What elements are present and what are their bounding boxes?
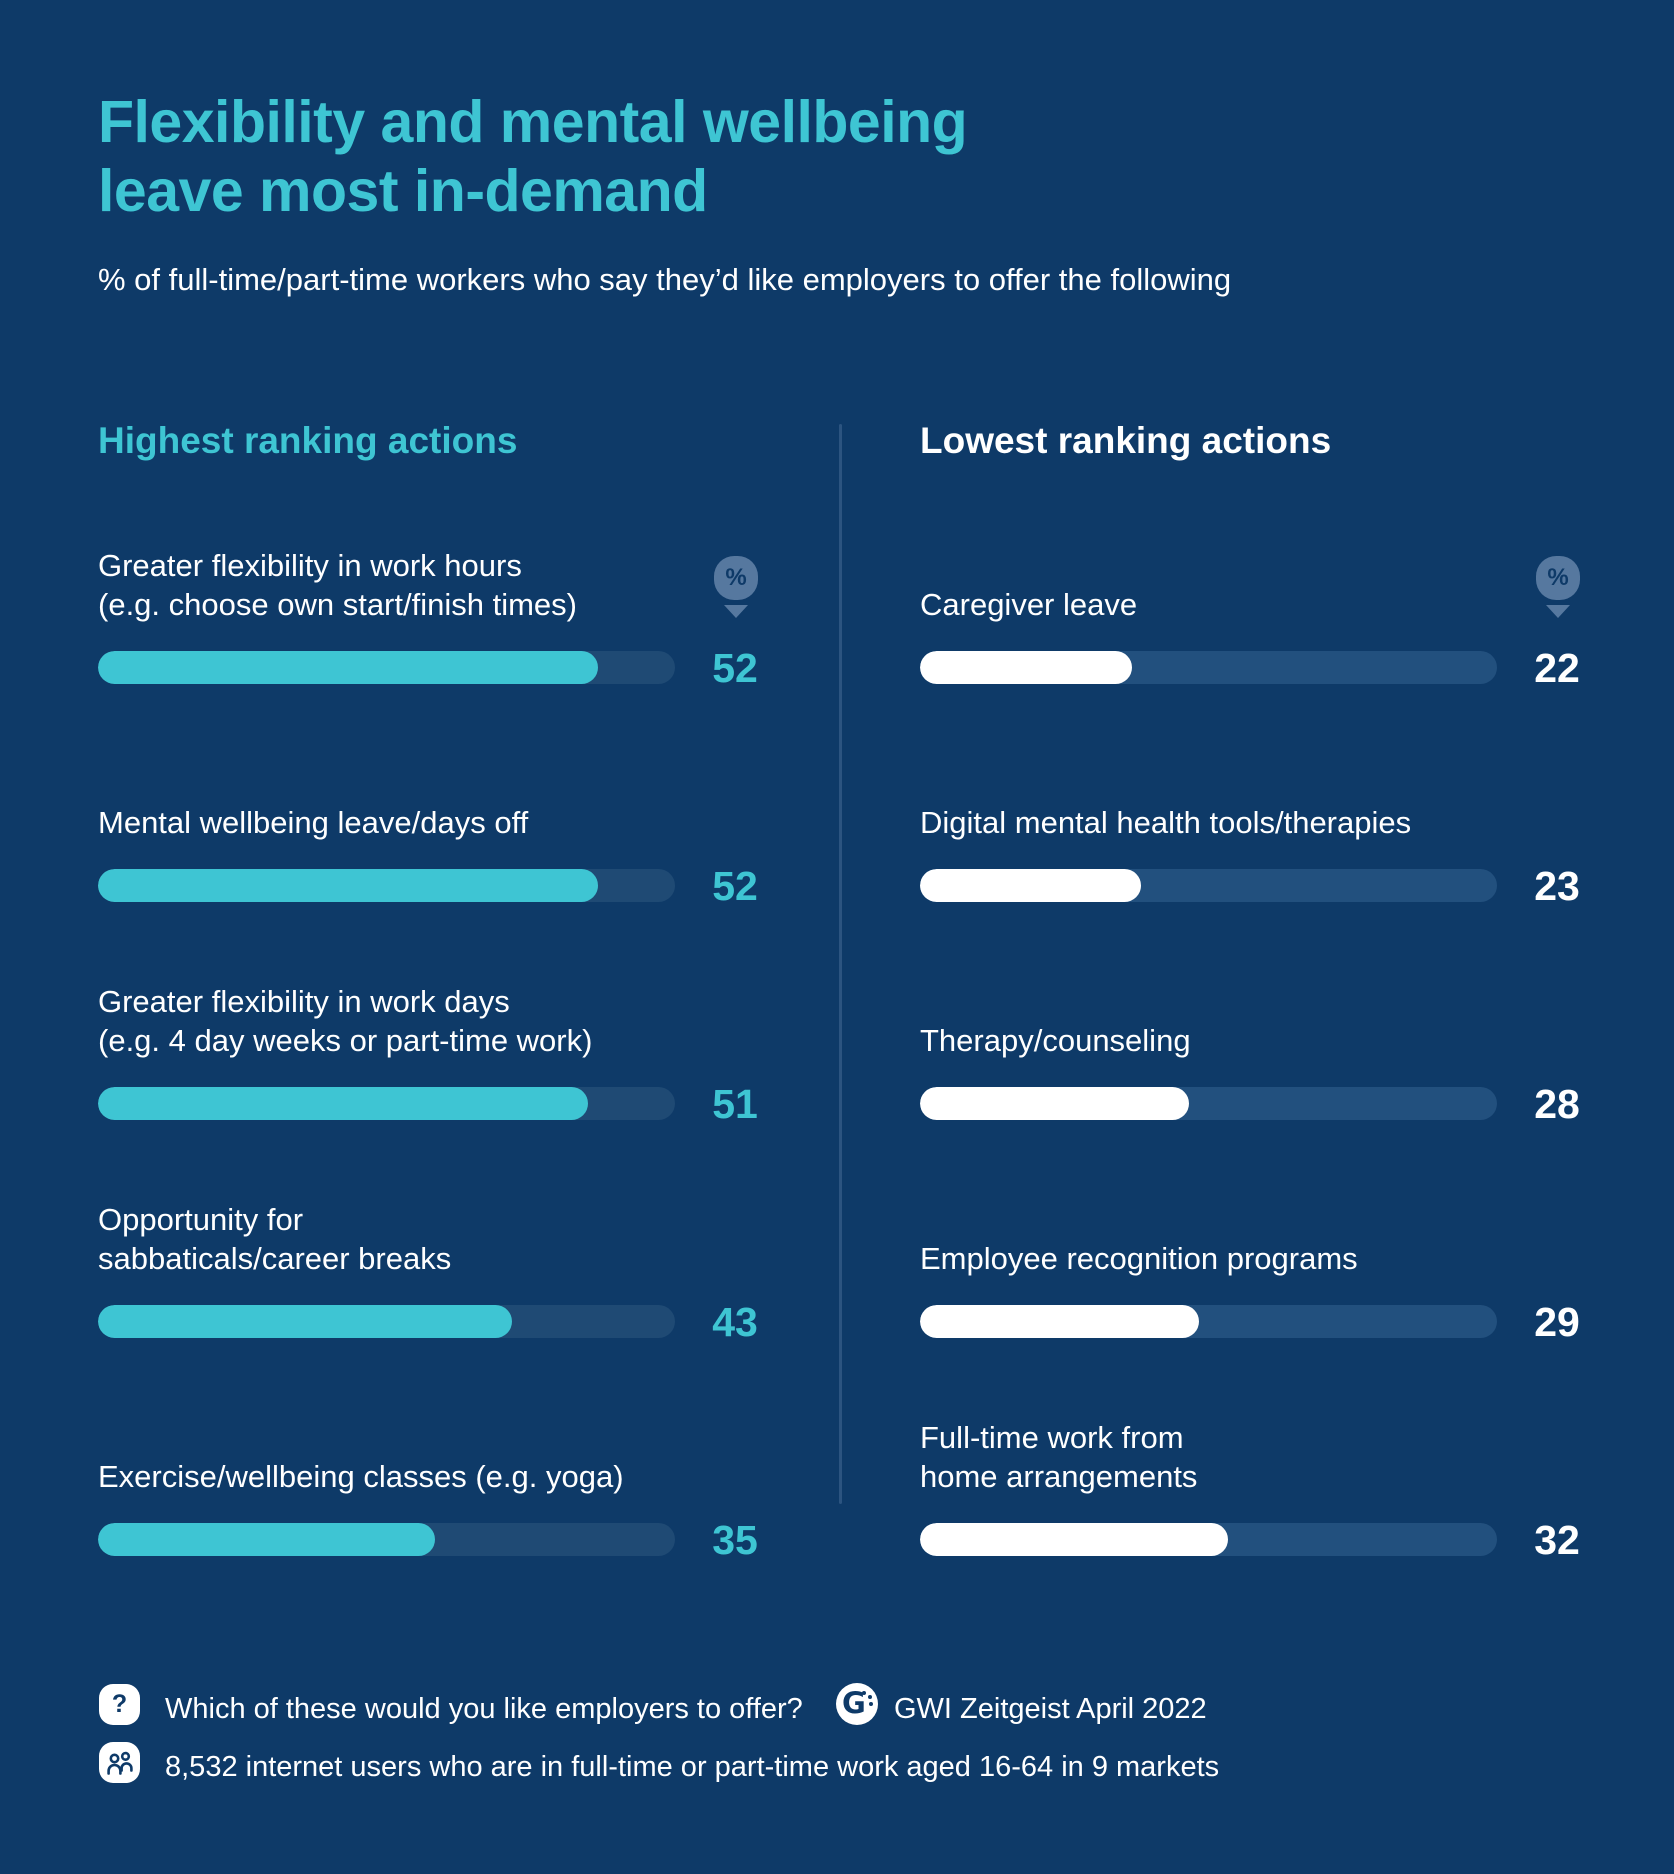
page-title-line1: Flexibility and mental wellbeing bbox=[98, 89, 968, 155]
bar-fill bbox=[920, 1523, 1228, 1556]
bar-label: Digital mental health tools/therapies bbox=[920, 803, 1411, 842]
bar-label-line: Opportunity for bbox=[98, 1202, 304, 1237]
bar-label-line: sabbaticals/career breaks bbox=[98, 1241, 452, 1276]
bar-fill bbox=[920, 1087, 1190, 1120]
question-mark-glyph: ? bbox=[111, 1690, 128, 1718]
bar-label-line: Therapy/counseling bbox=[920, 1023, 1191, 1058]
bar-label: Greater flexibility in work hours (e.g. c… bbox=[98, 546, 577, 624]
bar-track bbox=[920, 869, 1497, 902]
bar-value: 35 bbox=[712, 1516, 758, 1563]
bar-row: Employee recognition programs 29 bbox=[920, 1120, 1640, 1345]
bar-row: Opportunity for sabbaticals/career breaks… bbox=[98, 1120, 818, 1345]
bar-row: Greater flexibility in work hours (e.g. c… bbox=[98, 466, 818, 691]
bar-fill bbox=[920, 869, 1142, 902]
bar-fill bbox=[98, 1305, 512, 1338]
bar-label: Full-time work from home arrangements bbox=[920, 1418, 1197, 1496]
bar-label-line: Digital mental health tools/therapies bbox=[920, 805, 1412, 840]
bar-label-line: Full-time work from bbox=[920, 1420, 1184, 1455]
bar-label-line: Greater flexibility in work days bbox=[98, 984, 510, 1019]
bar-track bbox=[920, 1305, 1497, 1338]
bar-track bbox=[98, 1523, 675, 1556]
bar-value: 52 bbox=[712, 644, 758, 691]
column-divider bbox=[839, 424, 842, 1504]
bar-value: 23 bbox=[1534, 862, 1580, 909]
bar-track bbox=[920, 1087, 1497, 1120]
bar-value: 52 bbox=[712, 862, 758, 909]
bar-row: Greater flexibility in work days (e.g. 4 … bbox=[98, 902, 818, 1127]
bar-fill bbox=[920, 651, 1132, 684]
bar-label: Exercise/wellbeing classes (e.g. yoga) bbox=[98, 1457, 624, 1496]
bar-value: 43 bbox=[712, 1298, 758, 1345]
sample-text: 8,532 internet users who are in full-tim… bbox=[165, 1751, 1220, 1783]
bar-label-line: (e.g. choose own start/finish times) bbox=[98, 587, 577, 622]
bar-fill bbox=[98, 1523, 435, 1556]
column-highest-ranking: Highest ranking actions % Greater flexib… bbox=[98, 420, 818, 1563]
bar-row: Exercise/wellbeing classes (e.g. yoga) 35 bbox=[98, 1338, 818, 1563]
bar-label: Employee recognition programs bbox=[920, 1239, 1358, 1278]
survey-question-text: Which of these would you like employers … bbox=[165, 1693, 803, 1725]
page-title-line2: leave most in-demand bbox=[98, 158, 708, 224]
percent-pin-blob: % bbox=[714, 556, 758, 600]
bar-fill bbox=[920, 1305, 1199, 1338]
bar-row: Therapy/counseling 28 bbox=[920, 902, 1640, 1127]
bar-row: Caregiver leave 22 bbox=[920, 466, 1640, 691]
bar-label: Caregiver leave bbox=[920, 585, 1137, 624]
question-icon: ? bbox=[99, 1684, 140, 1725]
bar-label: Therapy/counseling bbox=[920, 1021, 1191, 1060]
percent-pin-triangle bbox=[724, 605, 748, 618]
bar-track bbox=[920, 651, 1497, 684]
percent-pin-blob: % bbox=[1536, 556, 1580, 600]
bar-label: Greater flexibility in work days (e.g. 4 … bbox=[98, 982, 592, 1060]
people-icon bbox=[99, 1742, 140, 1783]
bar-rows-highest: Greater flexibility in work hours (e.g. c… bbox=[98, 466, 818, 1563]
bar-value: 22 bbox=[1534, 644, 1580, 691]
percent-pin-icon: % bbox=[1536, 556, 1580, 618]
bar-row: Full-time work from home arrangements 32 bbox=[920, 1338, 1640, 1563]
subtitle: % of full-time/part-time workers who say… bbox=[98, 262, 1232, 297]
bar-label-line: Mental wellbeing leave/days off bbox=[98, 805, 529, 840]
bar-track bbox=[98, 1305, 675, 1338]
column-heading-highest: Highest ranking actions bbox=[98, 420, 518, 461]
bar-track bbox=[920, 1523, 1497, 1556]
source-text: GWI Zeitgeist April 2022 bbox=[894, 1693, 1207, 1725]
gwi-logo-letter: G bbox=[842, 1686, 866, 1720]
bar-label-line: Greater flexibility in work hours bbox=[98, 548, 522, 583]
bar-track bbox=[98, 869, 675, 902]
page-title: Flexibility and mental wellbeing leave m… bbox=[98, 88, 968, 226]
bar-value: 29 bbox=[1534, 1298, 1580, 1345]
bar-track bbox=[98, 651, 675, 684]
bar-value: 28 bbox=[1534, 1080, 1580, 1127]
bar-row: Mental wellbeing leave/days off 52 bbox=[98, 684, 818, 909]
bar-label: Opportunity for sabbaticals/career breaks bbox=[98, 1200, 451, 1278]
bar-label-line: (e.g. 4 day weeks or part-time work) bbox=[98, 1023, 593, 1058]
column-heading-lowest: Lowest ranking actions bbox=[920, 420, 1332, 461]
bar-fill bbox=[98, 1087, 589, 1120]
gwi-logo-icon: G bbox=[836, 1683, 878, 1725]
bar-label-line: Exercise/wellbeing classes (e.g. yoga) bbox=[98, 1459, 624, 1494]
percent-pin-triangle bbox=[1546, 605, 1570, 618]
bar-label-line: Employee recognition programs bbox=[920, 1241, 1358, 1276]
bar-value: 51 bbox=[712, 1080, 758, 1127]
bar-value: 32 bbox=[1534, 1516, 1580, 1563]
bar-fill bbox=[98, 869, 599, 902]
bar-track bbox=[98, 1087, 675, 1120]
bar-rows-lowest: Caregiver leave 22 Digital mental health t… bbox=[920, 466, 1640, 1563]
bar-label-line: Caregiver leave bbox=[920, 587, 1138, 622]
two-people-glyph bbox=[107, 1751, 133, 1775]
bar-label: Mental wellbeing leave/days off bbox=[98, 803, 528, 842]
percent-pin-icon: % bbox=[714, 556, 758, 618]
column-lowest-ranking: Lowest ranking actions % Caregiver leave… bbox=[920, 420, 1640, 1563]
bar-fill bbox=[98, 651, 599, 684]
bar-label-line: home arrangements bbox=[920, 1459, 1198, 1494]
bar-row: Digital mental health tools/therapies 23 bbox=[920, 684, 1640, 909]
